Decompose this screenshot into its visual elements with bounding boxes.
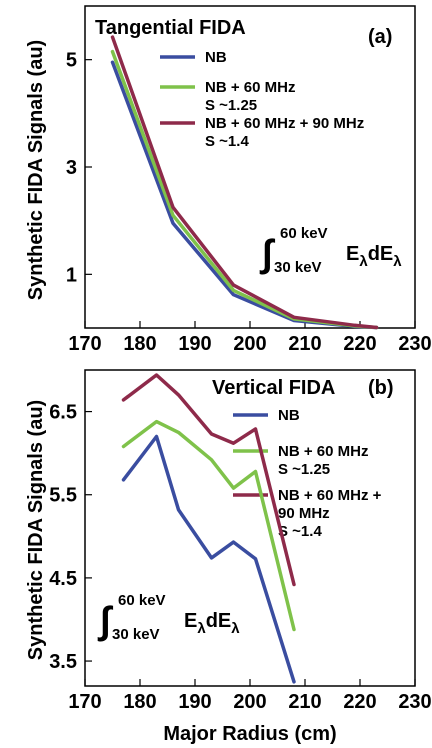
integral-lower-limit: 30 keV [112, 626, 160, 643]
x-tick-label: 170 [68, 333, 101, 355]
series-line-1 [121, 434, 296, 684]
integral-sign: ∫ [259, 233, 276, 275]
panel-b-label: (b) [368, 377, 394, 399]
x-axis-label: Major Radius (cm) [163, 723, 336, 745]
legend-label-3: NB + 60 MHz + [278, 487, 382, 504]
legend-label-2: NB + 60 MHz [205, 79, 295, 96]
panel-b-title: Vertical FIDA [212, 377, 335, 399]
series-line-3 [121, 373, 296, 587]
legend-note-2: S ~1.25 [278, 461, 330, 478]
legend-note-3: S ~1.4 [278, 523, 322, 540]
y-axis-label-a: Synthetic FIDA Signals (au) [25, 40, 47, 300]
panel-a-series [110, 35, 379, 330]
x-tick-label: 200 [233, 333, 266, 355]
legend-note-3: S ~1.4 [205, 133, 249, 150]
x-tick-label: 210 [288, 691, 321, 713]
legend-label-2: NB + 60 MHz [278, 443, 368, 460]
x-tick-label: 210 [288, 333, 321, 355]
y-tick-label: 4.5 [49, 568, 77, 590]
x-tick-label: 220 [343, 333, 376, 355]
series-line-2 [121, 419, 296, 632]
integral-upper-limit: 60 keV [118, 592, 166, 609]
panel-b-series [121, 373, 296, 684]
x-tick-label: 180 [123, 333, 156, 355]
x-tick-label: 230 [398, 691, 431, 713]
legend-label-3-line2: 90 MHz [278, 505, 330, 522]
y-axis-label-b: Synthetic FIDA Signals (au) [25, 400, 47, 660]
y-tick-label: 1 [66, 264, 77, 286]
integral-lower-limit: 30 keV [274, 259, 322, 276]
legend-label-1: NB [278, 407, 300, 424]
integral-integrand: EλdEλ [184, 610, 240, 637]
panel-a-title: Tangential FIDA [95, 17, 246, 39]
integral-upper-limit: 60 keV [280, 225, 328, 242]
y-tick-label: 5.5 [49, 485, 77, 507]
y-tick-label: 3.5 [49, 651, 77, 673]
x-tick-label: 180 [123, 691, 156, 713]
integral-sign: ∫ [97, 600, 114, 642]
legend-label-3: NB + 60 MHz + 90 MHz [205, 115, 364, 132]
x-tick-label: 200 [233, 691, 266, 713]
x-tick-label: 190 [178, 333, 211, 355]
x-tick-label: 230 [398, 333, 431, 355]
legend-note-2: S ~1.25 [205, 97, 257, 114]
panel-b-integral: ∫ 60 keV 30 keV EλdEλ [97, 592, 240, 643]
panel-a-label: (a) [368, 26, 392, 48]
x-tick-label: 170 [68, 691, 101, 713]
panel-a-frame [84, 5, 416, 329]
y-tick-label: 6.5 [49, 402, 77, 424]
panel-b-ticks: 170 180 190 200 210 220 230 3.5 4.5 5.5 6.5 [49, 402, 432, 713]
x-tick-label: 220 [343, 691, 376, 713]
y-tick-label: 5 [66, 50, 77, 72]
panel-a-integral: ∫ 60 keV 30 keV EλdEλ [259, 225, 402, 276]
panel-a-ticks: 170 180 190 200 210 220 230 1 3 5 [66, 50, 432, 355]
y-tick-label: 3 [66, 157, 77, 179]
series-line-3 [110, 35, 379, 330]
integral-integrand: EλdEλ [346, 243, 402, 270]
legend-label-1: NB [205, 49, 227, 66]
x-tick-label: 190 [178, 691, 211, 713]
